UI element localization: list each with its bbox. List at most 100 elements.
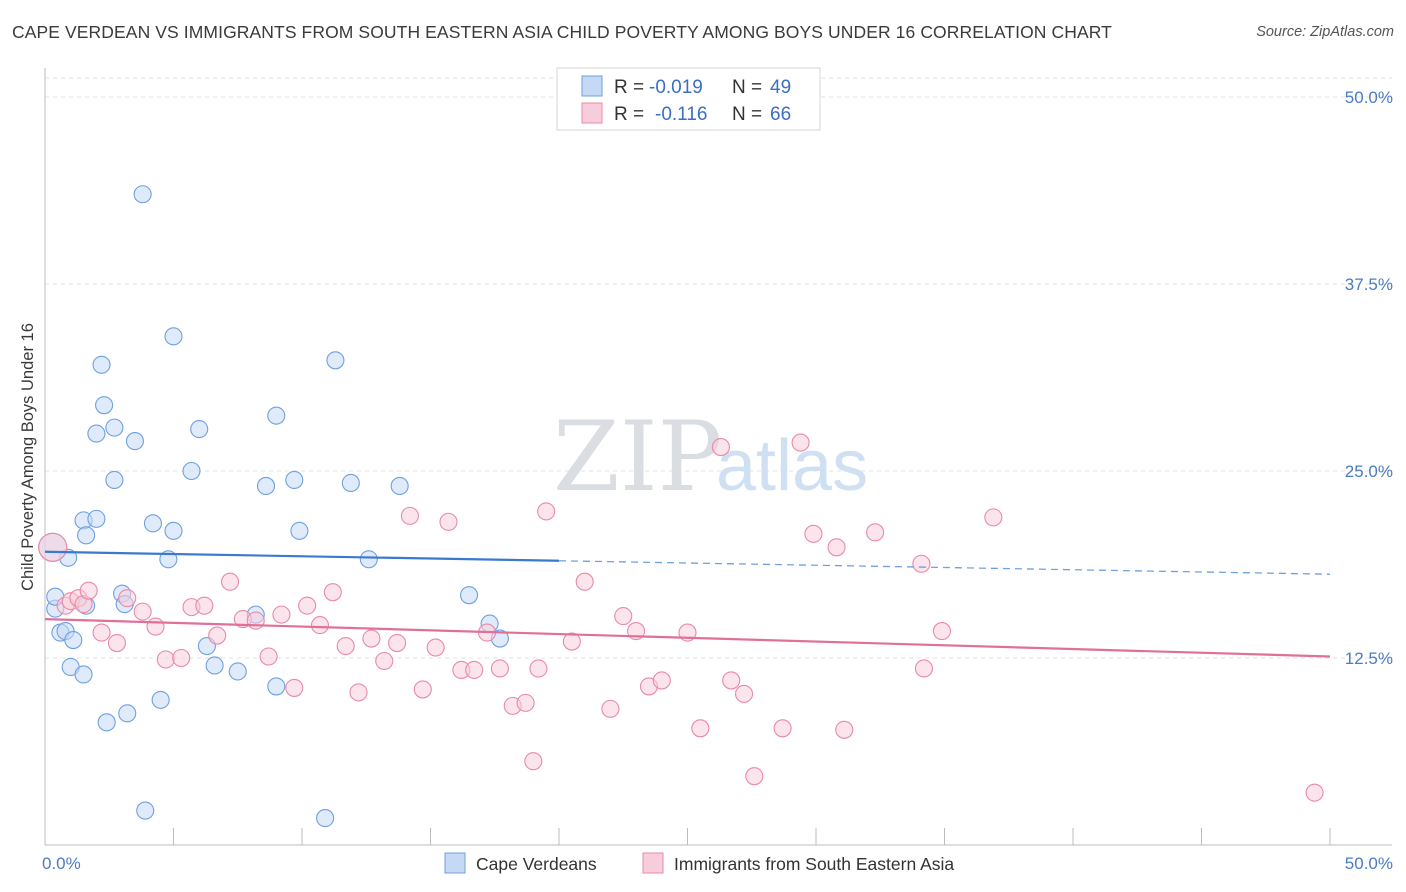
data-point-immigrants-30 xyxy=(400,506,419,525)
data-point-immigrants-6 xyxy=(92,623,111,642)
data-point-immigrants-0 xyxy=(38,532,68,562)
data-point-immigrants-12 xyxy=(172,648,191,668)
data-point-cape-verdeans-14 xyxy=(95,396,114,415)
data-point-immigrants-23 xyxy=(310,616,330,635)
data-point-cape-verdeans-29 xyxy=(182,461,201,481)
legend: R = -0.019 N = 49 R = -0.116 N = 66 xyxy=(556,67,821,131)
data-point-immigrants-32 xyxy=(426,638,445,657)
y-tick-label-3: 50.0% xyxy=(1345,88,1393,107)
data-point-cape-verdeans-30 xyxy=(190,420,209,439)
data-point-immigrants-57 xyxy=(791,433,810,452)
legend-n-label-0: N = xyxy=(732,77,762,98)
data-point-immigrants-66 xyxy=(1305,783,1324,802)
data-point-immigrants-19 xyxy=(259,647,278,666)
legend-r-value-1: -0.116 xyxy=(655,104,707,125)
data-point-immigrants-59 xyxy=(827,538,846,557)
trend-line-cape-verdeans-extension xyxy=(558,560,1331,575)
data-point-cape-verdeans-13 xyxy=(92,355,111,374)
y-tick-label-2: 37.5% xyxy=(1345,275,1393,294)
data-point-immigrants-56 xyxy=(773,719,792,738)
grid-lines xyxy=(45,77,1392,659)
data-point-cape-verdeans-17 xyxy=(105,470,124,490)
legend-swatch-cape-verdeans xyxy=(581,75,603,97)
x-tick-labels: 0.0% 50.0% xyxy=(42,854,1393,873)
data-point-cape-verdeans-11 xyxy=(87,509,106,528)
data-point-cape-verdeans-7 xyxy=(74,665,93,684)
data-point-immigrants-20 xyxy=(272,605,291,624)
watermark-zip: ZIP xyxy=(553,401,722,513)
data-point-cape-verdeans-21 xyxy=(125,432,144,451)
y-tick-label-0: 12.5% xyxy=(1345,649,1393,668)
data-point-immigrants-51 xyxy=(691,719,710,738)
y-axis-label: Child Poverty Among Boys Under 16 xyxy=(19,323,37,591)
data-point-immigrants-24 xyxy=(323,583,342,602)
data-point-cape-verdeans-47 xyxy=(316,809,335,828)
data-point-immigrants-46 xyxy=(614,607,633,626)
trend-line-cape-verdeans xyxy=(44,550,560,562)
x-tick-label-1: 50.0% xyxy=(1345,854,1393,873)
data-point-cape-verdeans-23 xyxy=(136,801,155,820)
data-point-immigrants-63 xyxy=(914,659,933,678)
data-point-cape-verdeans-44 xyxy=(459,586,479,605)
data-point-immigrants-45 xyxy=(601,699,620,718)
data-point-immigrants-8 xyxy=(118,589,137,608)
data-point-immigrants-11 xyxy=(156,650,175,669)
series-cape-verdeans xyxy=(38,185,509,828)
data-point-immigrants-33 xyxy=(439,512,458,531)
legend-r-label-0: R = xyxy=(614,77,644,98)
data-point-immigrants-22 xyxy=(298,596,317,615)
data-point-immigrants-10 xyxy=(146,617,165,636)
data-point-cape-verdeans-15 xyxy=(97,713,116,732)
data-point-cape-verdeans-16 xyxy=(105,418,124,437)
data-point-cape-verdeans-28 xyxy=(164,327,183,346)
data-point-immigrants-18 xyxy=(246,611,265,630)
data-point-immigrants-58 xyxy=(804,524,823,543)
data-point-cape-verdeans-32 xyxy=(205,656,224,675)
data-point-immigrants-44 xyxy=(575,572,594,591)
legend-r-label-1: R = xyxy=(614,104,644,125)
y-tick-labels: 12.5% 25.0% 37.5% 50.0% xyxy=(1345,88,1393,668)
data-point-cape-verdeans-25 xyxy=(151,690,170,709)
data-point-immigrants-35 xyxy=(465,660,484,680)
data-point-immigrants-49 xyxy=(652,671,671,690)
chart-title: CAPE VERDEAN VS IMMIGRANTS FROM SOUTH EA… xyxy=(12,22,1112,42)
data-point-cape-verdeans-43 xyxy=(390,476,409,496)
data-point-cape-verdeans-6 xyxy=(64,630,83,650)
data-point-cape-verdeans-42 xyxy=(359,550,378,569)
data-point-immigrants-16 xyxy=(220,572,240,591)
data-point-immigrants-27 xyxy=(362,629,381,648)
data-point-immigrants-65 xyxy=(984,508,1003,527)
data-point-immigrants-64 xyxy=(932,622,951,641)
x-tick-label-0: 0.0% xyxy=(42,854,81,873)
data-point-immigrants-29 xyxy=(388,633,407,653)
data-point-immigrants-61 xyxy=(866,523,885,542)
data-point-immigrants-7 xyxy=(107,633,127,653)
y-tick-label-1: 25.0% xyxy=(1345,462,1393,481)
trend-lines xyxy=(44,550,1331,658)
data-point-immigrants-9 xyxy=(133,602,152,621)
data-point-immigrants-55 xyxy=(745,767,764,786)
trend-line-immigrants xyxy=(44,618,1331,658)
data-point-immigrants-40 xyxy=(524,752,543,771)
data-point-cape-verdeans-22 xyxy=(133,185,152,204)
data-point-cape-verdeans-12 xyxy=(87,424,106,443)
data-point-immigrants-41 xyxy=(529,659,548,678)
watermark-atlas: atlas xyxy=(716,426,868,506)
data-point-immigrants-42 xyxy=(537,502,556,521)
data-point-immigrants-5 xyxy=(79,581,98,600)
data-point-immigrants-25 xyxy=(336,636,355,656)
data-point-immigrants-26 xyxy=(349,683,368,702)
data-point-cape-verdeans-38 xyxy=(285,470,304,490)
bottom-legend-label-immigrants: Immigrants from South Eastern Asia xyxy=(674,854,954,874)
data-point-immigrants-14 xyxy=(195,596,214,615)
legend-n-value-1: 66 xyxy=(770,104,791,125)
data-point-cape-verdeans-20 xyxy=(118,704,137,723)
data-point-cape-verdeans-39 xyxy=(290,521,309,540)
data-point-immigrants-53 xyxy=(722,671,741,690)
data-point-immigrants-37 xyxy=(490,659,509,678)
bottom-legend: Cape Verdeans Immigrants from South East… xyxy=(444,852,954,874)
axes xyxy=(44,68,1392,846)
bottom-legend-label-cape-verdeans: Cape Verdeans xyxy=(476,854,597,874)
legend-swatch-immigrants xyxy=(581,102,603,124)
